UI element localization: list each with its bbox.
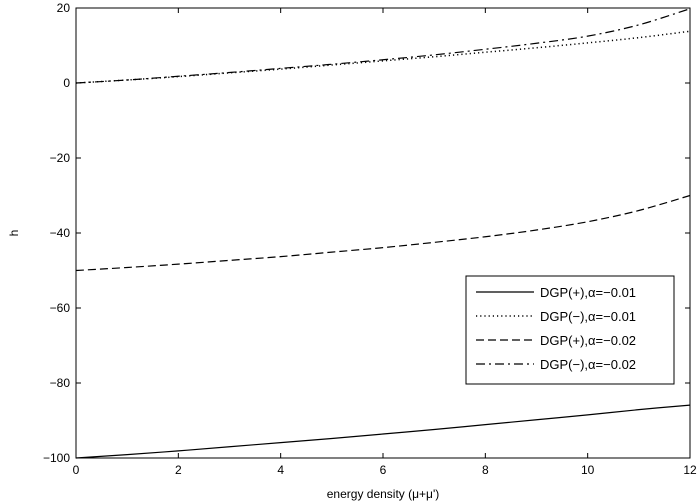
y-tick-label: −80: [50, 376, 71, 390]
y-tick-label: −20: [50, 151, 71, 165]
legend-box: [465, 275, 675, 385]
y-tick-label: −100: [43, 451, 70, 465]
legend: DGP(+),α=−0.01 DGP(−),α=−0.01 DGP(+),α=−0.…: [465, 275, 675, 385]
x-tick-label: 6: [380, 463, 387, 477]
x-axis-label: energy density (μ+μ'): [327, 487, 440, 501]
x-tick-label: 4: [277, 463, 284, 477]
legend-label-3: DGP(+),α=−0.02: [540, 333, 636, 348]
legend-label-2: DGP(−),α=−0.01: [540, 309, 636, 324]
x-tick-label: 8: [482, 463, 489, 477]
y-axis-label: h: [7, 230, 21, 237]
y-tick-label: −60: [50, 301, 71, 315]
x-tick-label: 2: [175, 463, 182, 477]
plot-area: [75, 7, 691, 459]
series-line-1: [75, 404, 691, 459]
series-line-4: [75, 8, 691, 84]
x-tick-label: 12: [683, 463, 697, 477]
y-tick-label: −40: [50, 226, 71, 240]
legend-label-1: DGP(+),α=−0.01: [540, 285, 636, 300]
plot-frame: [75, 7, 691, 459]
x-tick-label: 10: [581, 463, 595, 477]
y-tick-label: 0: [63, 76, 70, 90]
series-layer: [75, 8, 691, 459]
legend-label-4: DGP(−),α=−0.02: [540, 357, 636, 372]
x-tick-label: 0: [73, 463, 80, 477]
series-line-3: [75, 194, 691, 272]
series-line-2: [75, 30, 691, 84]
y-tick-label: 20: [57, 1, 71, 15]
ticks-layer: 0 2 4 6 8 10 12 −100 −80 −60 −40 −20 0 20: [43, 1, 697, 477]
